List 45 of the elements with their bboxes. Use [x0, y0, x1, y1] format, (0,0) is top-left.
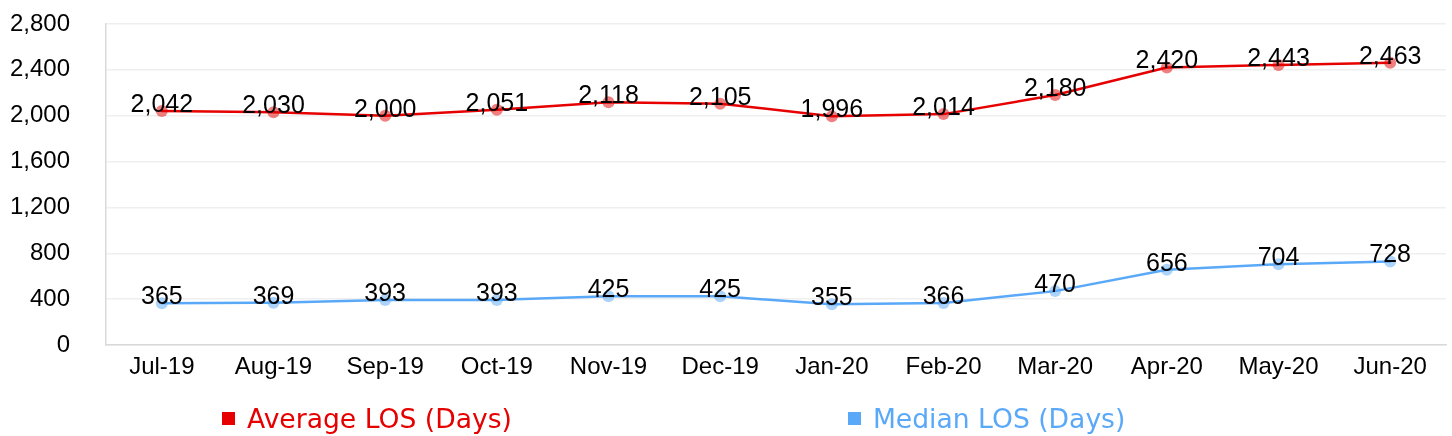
data-label: 425: [699, 274, 742, 303]
x-tick-label: Dec-19: [681, 352, 759, 380]
data-label: 470: [1034, 269, 1077, 298]
x-tick-label: Jun-20: [1353, 352, 1427, 380]
y-tick-label: 0: [56, 329, 70, 357]
x-tick-label: Jul-19: [129, 352, 195, 380]
x-tick-label: Feb-20: [905, 352, 982, 380]
x-tick-label: Nov-19: [569, 352, 648, 380]
data-label: 369: [252, 280, 295, 309]
data-label: 425: [587, 274, 630, 303]
y-tick-label: 1,600: [9, 146, 70, 174]
data-label: 2,443: [1247, 42, 1310, 71]
data-label: 2,180: [1023, 72, 1087, 101]
y-tick-label: 2,400: [9, 54, 70, 82]
data-label: 2,105: [688, 81, 752, 110]
y-tick-label: 2,000: [9, 100, 70, 128]
legend-label: Average LOS (Days): [247, 403, 512, 434]
data-label: 728: [1369, 239, 1412, 268]
data-label: 2,042: [130, 88, 194, 117]
data-label: 355: [810, 282, 853, 311]
data-label: 1,996: [800, 94, 864, 123]
data-label: 365: [140, 281, 183, 310]
x-tick-label: Aug-19: [234, 352, 313, 380]
y-tick-label: 400: [29, 283, 70, 311]
data-label: 366: [922, 280, 965, 309]
data-label: 2,030: [242, 90, 305, 119]
y-tick-label: 800: [29, 237, 70, 265]
x-tick-label: Sep-19: [346, 352, 424, 380]
data-label: 2,118: [578, 80, 639, 109]
y-tick-label: 2,800: [9, 8, 70, 36]
x-tick-label: Oct-19: [460, 352, 533, 380]
data-label: 393: [475, 277, 518, 306]
y-tick-label: 1,200: [9, 192, 70, 220]
x-tick-label: Mar-20: [1017, 352, 1094, 380]
data-label: 704: [1257, 242, 1300, 271]
x-tick-label: Jan-20: [795, 352, 869, 380]
data-label: 2,463: [1358, 40, 1422, 69]
data-label: 656: [1145, 247, 1188, 276]
legend-label: Median LOS (Days): [872, 403, 1126, 434]
data-label: 2,014: [912, 92, 975, 120]
x-tick-label: May-20: [1238, 352, 1319, 380]
data-label: 2,420: [1135, 45, 1199, 74]
x-tick-label: Apr-20: [1130, 352, 1203, 380]
data-label: 393: [364, 277, 407, 306]
data-label: 2,051: [465, 87, 529, 116]
